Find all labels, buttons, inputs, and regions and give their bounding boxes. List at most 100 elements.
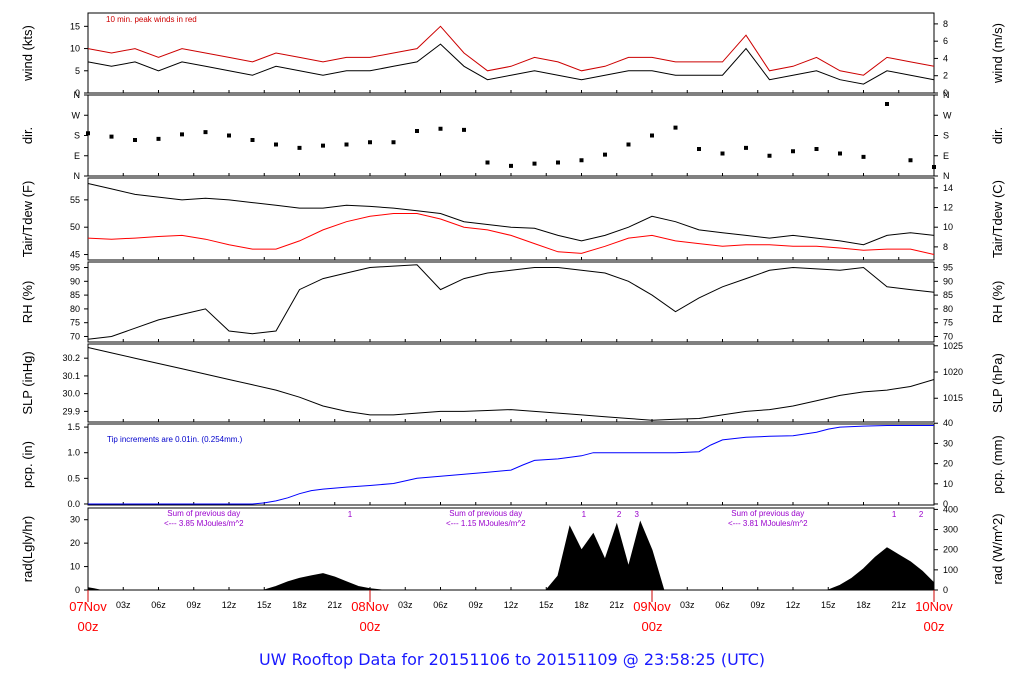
time-minor-label: 03z — [680, 600, 695, 610]
pcp-left-axis-label: pcp. (in) — [20, 441, 35, 488]
time-minor-label: 12z — [222, 600, 237, 610]
rh-series-rh — [87, 264, 935, 340]
dir-series-point — [791, 149, 795, 154]
rh-right-tick-label: 95 — [943, 263, 953, 273]
dir-series-point — [109, 134, 114, 139]
dir-right-axis-label: dir. — [990, 127, 1005, 144]
pcp-right-axis-label: pcp. (mm) — [990, 435, 1005, 494]
slp-left-tick-label: 30.1 — [62, 371, 80, 381]
temp-panel-frame — [87, 177, 935, 261]
dir-series-point — [720, 151, 725, 156]
dir-series-point — [767, 153, 772, 158]
dir-series-point — [368, 140, 372, 145]
temp-right-axis-label: Tair/Tdew (C) — [990, 180, 1005, 258]
rad-right-tick-label: 200 — [943, 545, 958, 555]
pcp-right-tick-label: 0 — [943, 499, 948, 509]
rad-sun-mark: 3 — [634, 510, 639, 519]
dir-left-axis-label: dir. — [20, 127, 35, 144]
dir-series-point — [744, 145, 748, 150]
dir-series-point — [838, 151, 842, 156]
pcp-left-tick-label: 1.0 — [67, 448, 80, 458]
rad-left-tick-label: 20 — [70, 538, 80, 548]
rh-left-tick-label: 70 — [70, 331, 80, 341]
rad-annotation-line1: Sum of previous day — [731, 509, 804, 518]
rad-left-axis-label: rad(Lgly/hr) — [20, 516, 35, 582]
temp-left-tick-label: 50 — [70, 222, 80, 232]
pcp-series-cumulative-precip — [88, 425, 934, 505]
wind-left-tick-label: 0 — [75, 88, 80, 98]
dir-right-tick-label: W — [943, 110, 952, 120]
dir-series-point — [626, 142, 631, 147]
rad-right-axis-label: rad (W/m^2) — [990, 513, 1005, 584]
time-major-label-day: 09Nov — [633, 599, 671, 614]
time-major-label-day: 07Nov — [69, 599, 107, 614]
rad-left-tick-label: 30 — [70, 515, 80, 525]
pcp-annotation: Tip increments are 0.01in. (0.254mm.) — [107, 435, 243, 444]
dir-series-point — [814, 147, 819, 151]
dir-right-tick-label: E — [943, 151, 949, 161]
time-minor-label: 03z — [116, 600, 131, 610]
slp-right-tick-label: 1020 — [943, 367, 963, 377]
slp-left-tick-label: 29.9 — [62, 406, 80, 416]
time-minor-label: 21z — [327, 600, 342, 610]
dir-series-point — [415, 129, 419, 133]
temp-series-tair — [87, 183, 935, 246]
time-minor-label: 15z — [539, 600, 554, 610]
rh-right-tick-label: 90 — [943, 276, 953, 286]
dir-series-point — [227, 133, 231, 138]
time-minor-label: 15z — [257, 600, 272, 610]
dir-left-tick-label: E — [74, 151, 80, 161]
rad-sun-mark: 2 — [919, 510, 924, 519]
time-minor-label: 18z — [292, 600, 307, 610]
pcp-left-tick-label: 1.5 — [67, 422, 80, 432]
dir-series-point — [932, 165, 936, 169]
slp-right-axis-label: SLP (hPa) — [990, 353, 1005, 413]
slp-left-axis-label: SLP (inHg) — [20, 351, 35, 414]
dir-series-point — [156, 136, 161, 141]
dir-left-tick-label: W — [72, 110, 81, 120]
rh-right-tick-label: 75 — [943, 318, 953, 328]
dir-left-tick-label: S — [74, 131, 80, 141]
rad-right-tick-label: 100 — [943, 565, 958, 575]
dir-series-point — [697, 147, 701, 151]
wind-series-peak — [87, 25, 935, 76]
dir-right-tick-label: N — [943, 171, 950, 181]
dir-series-point — [579, 158, 584, 163]
temp-right-tick-label: 8 — [943, 242, 948, 252]
wind-right-tick-label: 8 — [943, 19, 948, 29]
pcp-right-tick-label: 30 — [943, 438, 953, 448]
dir-series-point — [673, 125, 678, 130]
dir-series-point — [532, 161, 537, 166]
wind-series-wind — [87, 43, 935, 85]
wind-right-tick-label: 0 — [943, 88, 948, 98]
dir-series-point — [509, 163, 513, 168]
slp-left-tick-label: 30.0 — [62, 389, 80, 399]
temp-left-tick-label: 45 — [70, 250, 80, 260]
rh-left-tick-label: 90 — [70, 276, 80, 286]
rh-left-tick-label: 75 — [70, 318, 80, 328]
dir-series-point — [86, 131, 90, 136]
dir-series-point — [885, 102, 889, 106]
slp-right-tick-label: 1025 — [943, 341, 963, 351]
rh-right-tick-label: 80 — [943, 304, 953, 314]
rh-right-tick-label: 70 — [943, 331, 953, 341]
time-minor-label: 12z — [504, 600, 519, 610]
time-minor-label: 09z — [468, 600, 483, 610]
rh-right-tick-label: 85 — [943, 290, 953, 300]
time-minor-label: 06z — [715, 600, 730, 610]
pcp-right-tick-label: 40 — [943, 418, 953, 428]
time-minor-label: 18z — [856, 600, 871, 610]
dir-series-point — [908, 158, 913, 163]
time-minor-label: 03z — [398, 600, 413, 610]
page-title: UW Rooftop Data for 20151106 to 20151109… — [258, 650, 766, 669]
rad-series-area — [87, 520, 935, 591]
dir-series-point — [485, 160, 490, 165]
pcp-left-tick-label: 0.0 — [67, 499, 80, 509]
wind-left-tick-label: 15 — [70, 21, 80, 31]
dir-right-tick-label: N — [943, 90, 950, 100]
temp-left-axis-label: Tair/Tdew (F) — [20, 181, 35, 258]
dir-series-point — [438, 126, 443, 131]
dir-series-point — [203, 130, 208, 135]
rad-annotation-line2: <--- 3.85 MJoules/m^2 — [164, 519, 244, 528]
pcp-left-tick-label: 0.5 — [67, 473, 80, 483]
